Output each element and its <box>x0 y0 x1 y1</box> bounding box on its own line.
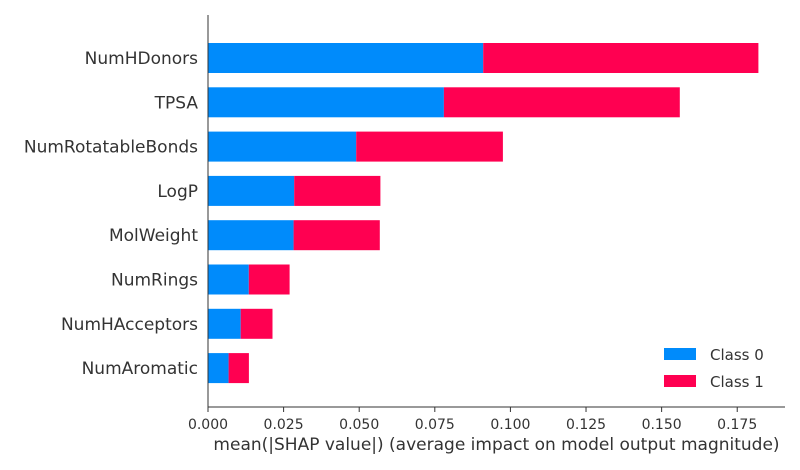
category-label: NumHAcceptors <box>61 315 198 335</box>
bar-NumRotatableBonds-series-0 <box>208 131 357 162</box>
legend-label: Class 1 <box>710 373 764 391</box>
category-label: NumRings <box>111 271 198 291</box>
bar-NumRings-series-1 <box>248 264 290 295</box>
bar-NumAromatic-series-1 <box>228 353 249 384</box>
x-tick-label: 0.050 <box>339 417 379 433</box>
bar-TPSA-series-1 <box>443 87 680 118</box>
x-tick-label: 0.150 <box>642 417 682 433</box>
x-tick-label: 0.025 <box>264 417 304 433</box>
bar-NumHAcceptors-series-0 <box>208 308 241 339</box>
legend: Class 0 Class 1 <box>664 346 764 391</box>
category-label: MolWeight <box>109 226 198 246</box>
category-label: NumHDonors <box>85 49 198 69</box>
bar-MolWeight-series-0 <box>208 220 294 251</box>
bar-LogP-series-0 <box>208 175 295 206</box>
bar-NumRings-series-0 <box>208 264 249 295</box>
category-label: TPSA <box>154 93 199 113</box>
bar-NumHDonors-series-0 <box>208 43 484 73</box>
x-tick-label: 0.075 <box>415 417 455 433</box>
bar-NumAromatic-series-0 <box>208 353 229 384</box>
legend-swatch <box>664 375 696 387</box>
category-label: NumAromatic <box>82 359 198 379</box>
bar-NumRotatableBonds-series-1 <box>356 131 503 162</box>
bar-TPSA-series-0 <box>208 87 444 118</box>
legend-swatch <box>664 348 696 360</box>
x-axis-ticks: 0.000 0.025 0.050 0.075 0.100 0.125 0.150 0.175 <box>188 407 757 433</box>
legend-label: Class 0 <box>710 346 764 364</box>
bar-NumHDonors-series-1 <box>483 43 759 73</box>
x-tick-label: 0.175 <box>717 417 757 433</box>
category-label: NumRotatableBonds <box>24 138 198 158</box>
x-axis-title: mean(|SHAP value|) (average impact on mo… <box>213 435 779 455</box>
category-labels: NumHDonors TPSA NumRotatableBonds LogP MolWe… <box>24 49 199 379</box>
bar-MolWeight-series-1 <box>293 220 380 251</box>
x-tick-label: 0.125 <box>566 417 606 433</box>
category-label: LogP <box>157 182 198 202</box>
x-tick-label: 0.000 <box>188 417 228 433</box>
x-tick-label: 0.100 <box>490 417 530 433</box>
bar-NumHAcceptors-series-1 <box>240 308 273 339</box>
bar-LogP-series-1 <box>294 175 381 206</box>
bars-group <box>208 43 759 384</box>
